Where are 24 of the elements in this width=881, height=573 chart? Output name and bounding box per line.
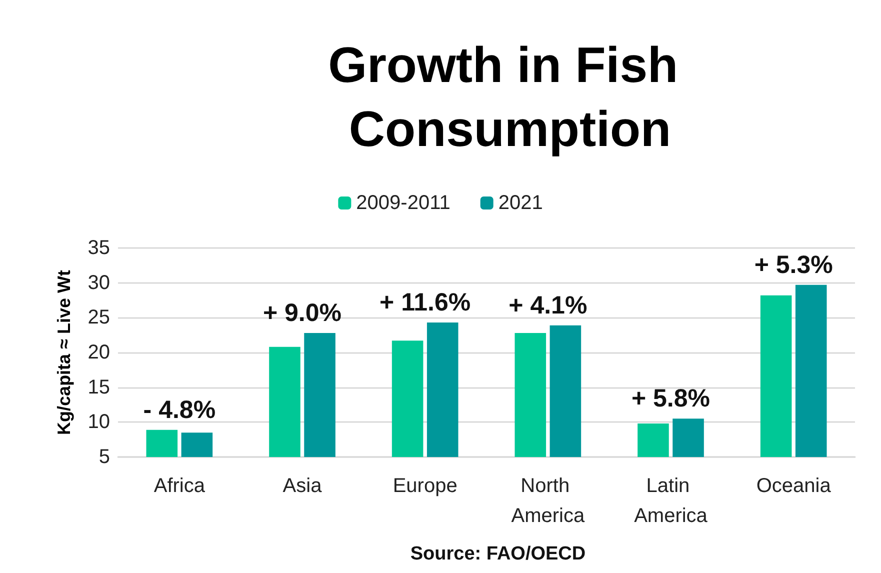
legend-label: 2009-2011: [356, 192, 450, 214]
y-tick-label: 35: [88, 237, 110, 259]
x-tick-label: Oceania: [756, 475, 832, 497]
annotation: + 9.0%: [262, 298, 342, 327]
annotation: + 5.8%: [631, 384, 710, 413]
y-tick-label: 10: [88, 411, 110, 434]
x-tick-label: Latin America: [634, 475, 708, 527]
annotation: - 4.8%: [143, 396, 216, 424]
x-tick-label: Europe: [392, 475, 458, 497]
x-tick-label: North America: [511, 475, 586, 527]
y-tick-label: 5: [98, 446, 110, 468]
y-tick-label: 15: [88, 376, 110, 398]
annotation: + 11.6%: [380, 288, 471, 317]
y-tick-label: 25: [88, 306, 110, 329]
y-tick-label: 20: [88, 342, 110, 364]
chart-title: Growth in Fish Consumption: [328, 37, 692, 157]
source-note: Source: FAO/OECD: [410, 544, 586, 564]
y-axis-title: Kg/capita ≈ Live Wt: [54, 270, 74, 435]
legend-label: 2021: [498, 192, 543, 214]
annotation: + 4.1%: [508, 291, 588, 320]
annotation: + 5.3%: [754, 250, 833, 279]
x-tick-label: Africa: [154, 475, 206, 497]
x-tick-label: Asia: [282, 475, 323, 497]
y-tick-label: 30: [88, 272, 110, 294]
